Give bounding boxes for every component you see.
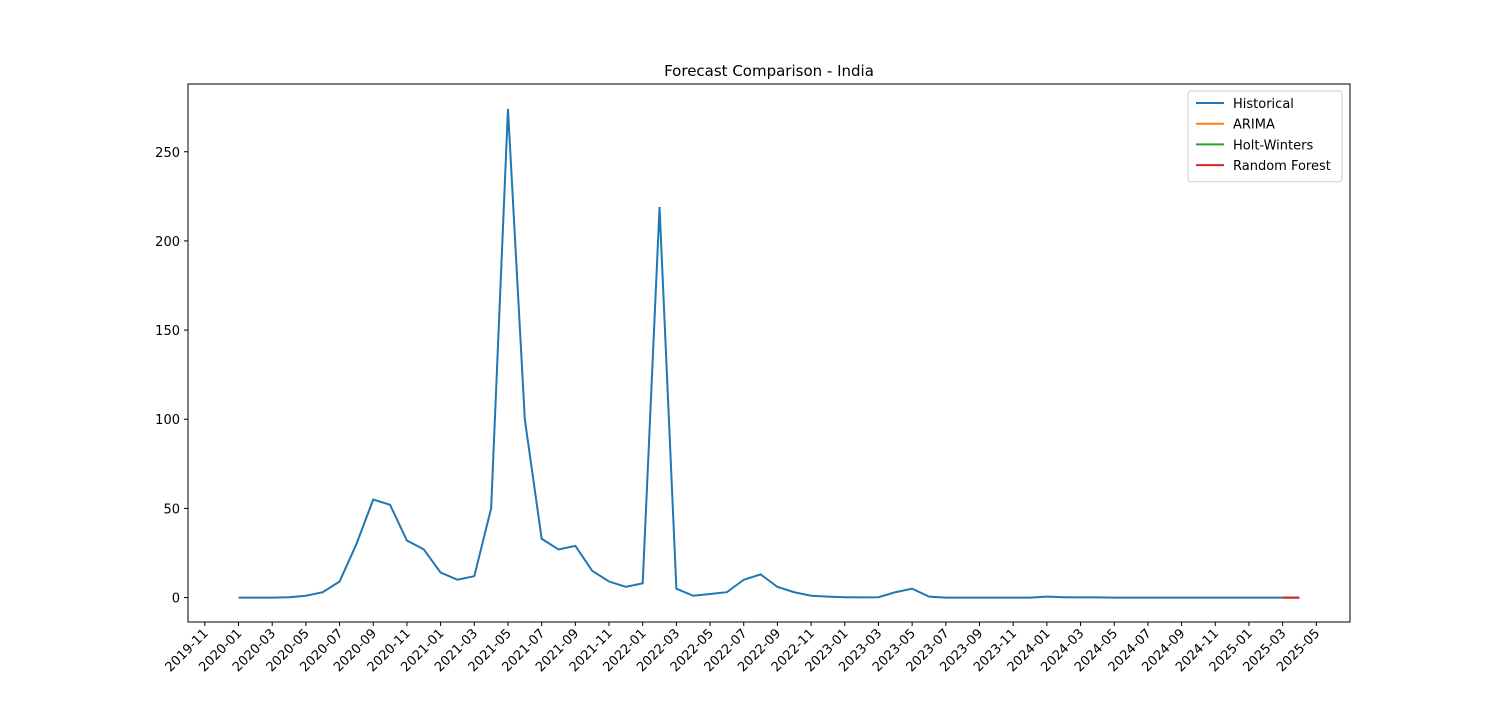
series-line bbox=[238, 108, 1283, 599]
y-tick-label: 150 bbox=[155, 324, 180, 339]
y-tick-label: 0 bbox=[172, 592, 180, 607]
legend-label: ARIMA bbox=[1233, 118, 1275, 133]
chart-title: Forecast Comparison - India bbox=[664, 62, 874, 80]
legend-label: Holt-Winters bbox=[1233, 138, 1313, 153]
legend-label: Historical bbox=[1233, 97, 1294, 112]
plot-frame bbox=[187, 83, 1351, 623]
y-tick-label: 250 bbox=[155, 146, 180, 161]
legend-label: Random Forest bbox=[1233, 159, 1331, 174]
y-tick-label: 50 bbox=[163, 502, 180, 517]
y-tick-label: 100 bbox=[155, 413, 180, 428]
y-tick-label: 200 bbox=[155, 235, 180, 250]
legend-box bbox=[1187, 90, 1343, 183]
